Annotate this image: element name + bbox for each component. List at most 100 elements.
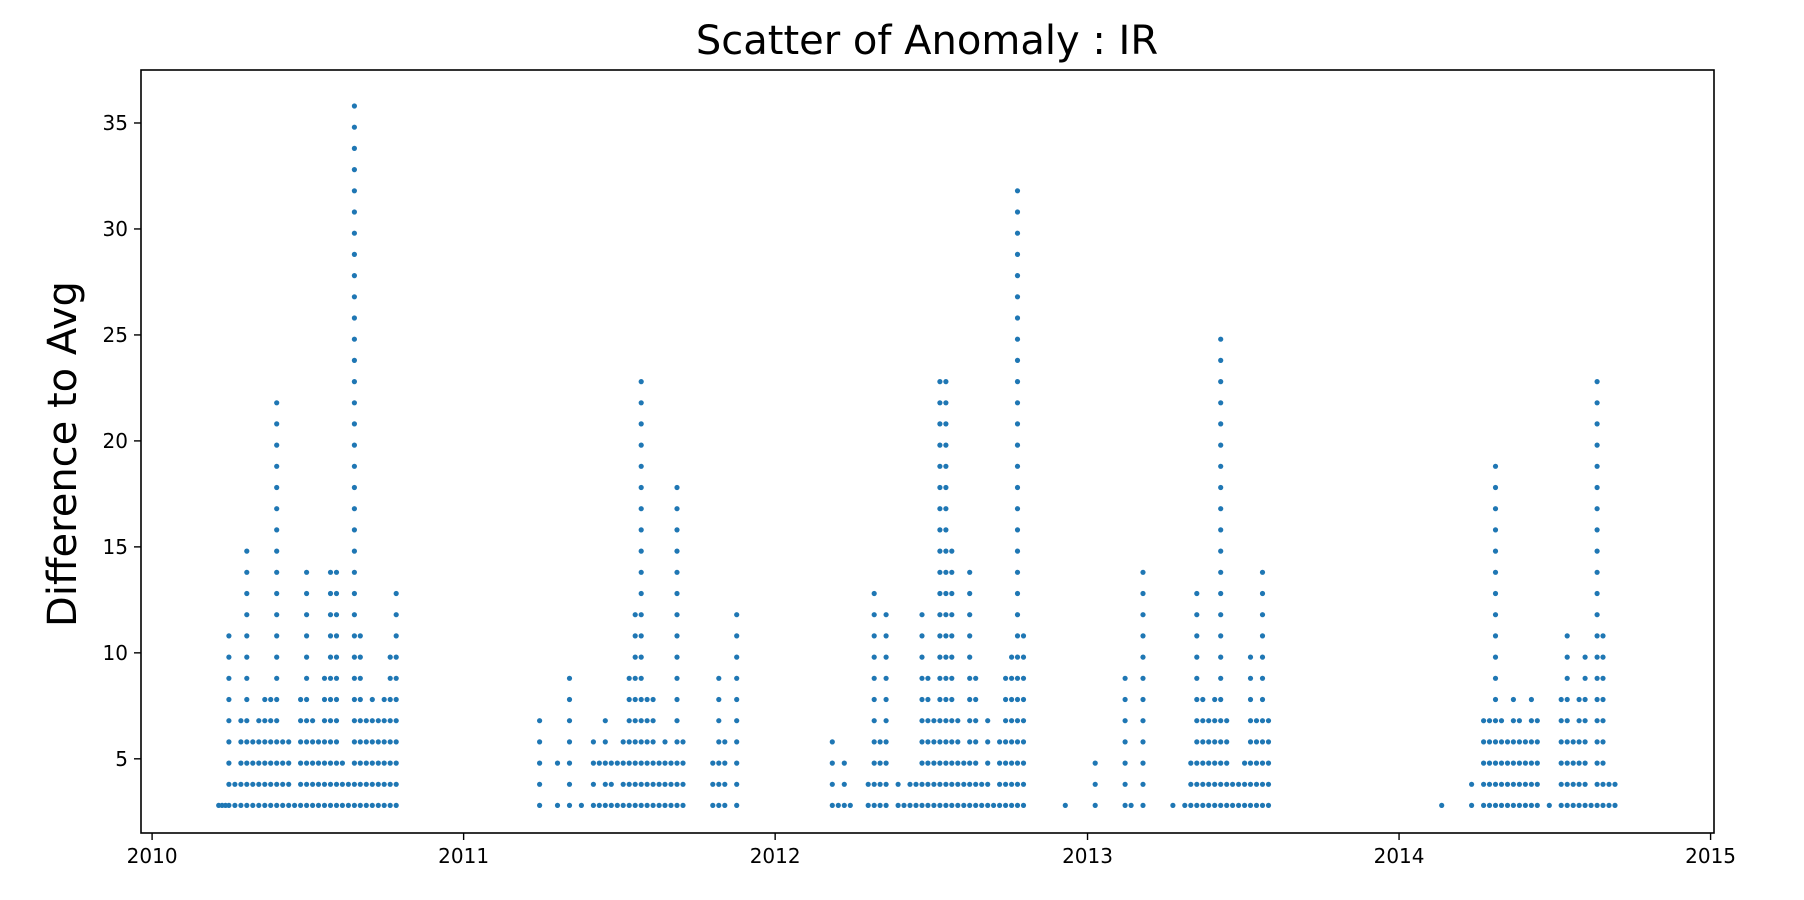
data-point	[943, 718, 949, 724]
data-point	[841, 760, 847, 766]
data-point	[1253, 760, 1260, 766]
data-point	[937, 633, 943, 639]
data-point	[1236, 802, 1242, 809]
data-point	[638, 379, 644, 385]
data-point	[238, 781, 244, 787]
data-point	[1582, 718, 1588, 724]
data-point	[734, 781, 740, 787]
y-axis-label: Difference to Avg	[40, 281, 86, 627]
data-point	[244, 548, 250, 554]
data-point	[949, 675, 955, 681]
data-point	[244, 569, 250, 575]
data-point	[1218, 781, 1224, 787]
data-point	[351, 315, 357, 321]
data-point	[381, 760, 387, 766]
data-point	[274, 506, 280, 512]
data-point	[1200, 696, 1206, 703]
data-point	[1516, 718, 1522, 724]
data-point	[943, 675, 949, 681]
data-point	[674, 612, 680, 618]
data-point	[997, 739, 1003, 745]
data-point	[1570, 802, 1576, 809]
data-point	[226, 781, 232, 787]
data-point	[937, 718, 943, 724]
data-point	[967, 739, 973, 745]
data-point	[238, 760, 244, 766]
data-point	[626, 675, 632, 681]
data-point	[931, 802, 937, 809]
data-point	[1259, 654, 1266, 660]
data-point	[244, 654, 250, 660]
data-point	[1259, 718, 1266, 724]
data-point	[1492, 527, 1499, 533]
data-point	[710, 781, 716, 787]
data-point	[883, 612, 889, 618]
chart-title: Scatter of Anomaly : IR	[696, 18, 1158, 64]
data-point	[1516, 781, 1522, 787]
data-point	[1576, 718, 1582, 724]
data-point	[871, 675, 877, 681]
data-point	[638, 527, 644, 533]
data-point	[304, 781, 310, 787]
data-point	[1212, 760, 1218, 766]
data-point	[1576, 696, 1582, 703]
data-point	[1194, 675, 1200, 681]
data-point	[1218, 379, 1224, 385]
data-point	[1582, 781, 1588, 787]
data-point	[674, 569, 680, 575]
data-point	[1582, 696, 1588, 703]
data-point	[949, 739, 955, 745]
data-point	[1218, 718, 1224, 724]
data-point	[943, 506, 949, 512]
data-point	[644, 760, 650, 766]
data-point	[310, 718, 316, 724]
data-point	[1014, 251, 1021, 257]
data-point	[674, 781, 680, 787]
data-point	[1492, 463, 1499, 469]
data-point	[256, 781, 262, 787]
data-point	[1194, 718, 1200, 724]
data-point	[1188, 760, 1194, 766]
data-point	[226, 760, 232, 766]
data-point	[638, 484, 644, 491]
data-point	[232, 802, 238, 809]
data-point	[937, 612, 943, 618]
data-point	[1194, 654, 1200, 660]
data-point	[638, 569, 644, 575]
data-point	[871, 760, 877, 766]
data-point	[985, 739, 991, 745]
data-point	[650, 739, 656, 745]
data-point	[333, 739, 340, 745]
data-point	[638, 696, 644, 703]
data-point	[949, 633, 955, 639]
data-point	[1062, 802, 1068, 809]
data-point	[393, 739, 399, 745]
data-point	[393, 781, 399, 787]
data-point	[1594, 463, 1600, 469]
data-point	[1140, 696, 1146, 703]
data-point	[1498, 781, 1505, 787]
data-point	[644, 696, 650, 703]
data-point	[1188, 802, 1194, 809]
data-point	[967, 590, 973, 597]
data-point	[1194, 633, 1200, 639]
data-point	[280, 802, 286, 809]
data-point	[650, 760, 656, 766]
data-point	[244, 718, 250, 724]
data-point	[967, 612, 973, 618]
data-point	[1564, 633, 1570, 639]
data-point	[321, 675, 328, 681]
data-point	[244, 696, 250, 703]
data-point	[537, 718, 543, 724]
data-point	[250, 760, 256, 766]
data-point	[1122, 718, 1128, 724]
data-point	[268, 718, 274, 724]
data-point	[262, 781, 268, 787]
data-point	[919, 633, 925, 639]
data-point	[1504, 802, 1511, 809]
data-point	[381, 696, 387, 703]
data-point	[1594, 442, 1600, 448]
data-point	[1259, 781, 1266, 787]
data-point	[244, 781, 250, 787]
data-point	[895, 802, 901, 809]
